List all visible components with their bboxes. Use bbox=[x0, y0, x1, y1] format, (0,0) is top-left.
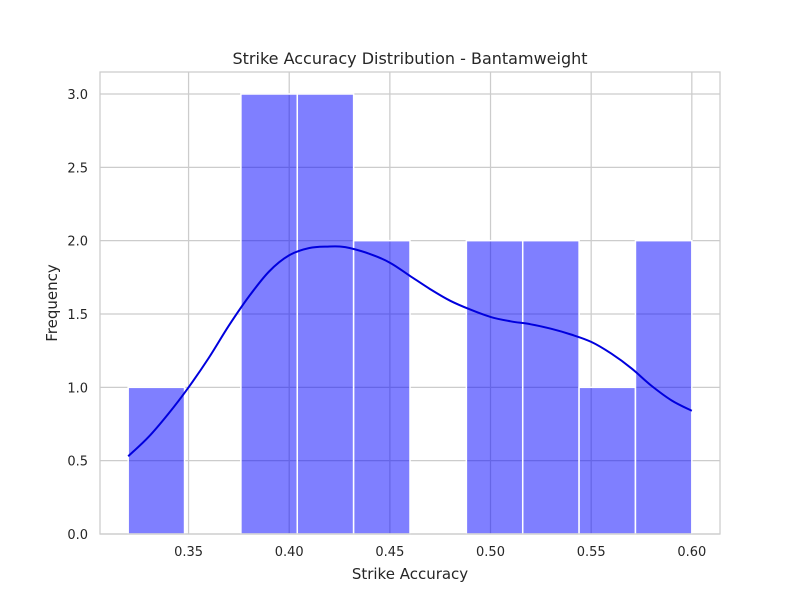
x-tick-label-1: 0.40 bbox=[275, 545, 304, 560]
histogram-bar-3 bbox=[296, 93, 355, 535]
x-tick-label-0: 0.35 bbox=[174, 545, 203, 560]
histogram-bar-7 bbox=[521, 239, 580, 535]
y-tick-label-4: 2.0 bbox=[67, 235, 88, 250]
histogram-bar-9 bbox=[634, 239, 693, 535]
plot-frame bbox=[99, 71, 721, 535]
kde-layer bbox=[127, 245, 693, 458]
y-tick-label-1: 0.5 bbox=[67, 455, 88, 470]
x-axis-label: Strike Accuracy bbox=[352, 565, 468, 583]
y-tick-label-3: 1.5 bbox=[67, 308, 88, 323]
kde-curve bbox=[127, 245, 693, 458]
histogram-bar-4 bbox=[352, 239, 411, 535]
x-tick-label-5: 0.60 bbox=[677, 545, 706, 560]
x-tick-label-4: 0.55 bbox=[577, 545, 606, 560]
x-tick-label-3: 0.50 bbox=[476, 545, 505, 560]
x-tick-labels: 0.35 0.40 0.45 0.50 0.55 0.60 bbox=[174, 545, 706, 560]
histogram-bar-2 bbox=[240, 93, 299, 535]
histogram-bar-6 bbox=[465, 239, 524, 535]
y-tick-label-5: 2.5 bbox=[67, 161, 88, 176]
histogram-bar-8 bbox=[578, 386, 637, 535]
y-tick-labels: 0.0 0.5 1.0 1.5 2.0 2.5 3.0 bbox=[67, 88, 88, 543]
histogram-bars bbox=[127, 93, 693, 535]
histogram-bar-0 bbox=[127, 386, 186, 535]
x-tick-label-2: 0.45 bbox=[375, 545, 404, 560]
y-tick-label-2: 1.0 bbox=[67, 381, 88, 396]
chart-title: Strike Accuracy Distribution - Bantamwei… bbox=[232, 49, 587, 68]
y-tick-label-0: 0.0 bbox=[67, 528, 88, 543]
y-tick-label-6: 3.0 bbox=[67, 88, 88, 103]
y-axis-label: Frequency bbox=[43, 264, 61, 342]
